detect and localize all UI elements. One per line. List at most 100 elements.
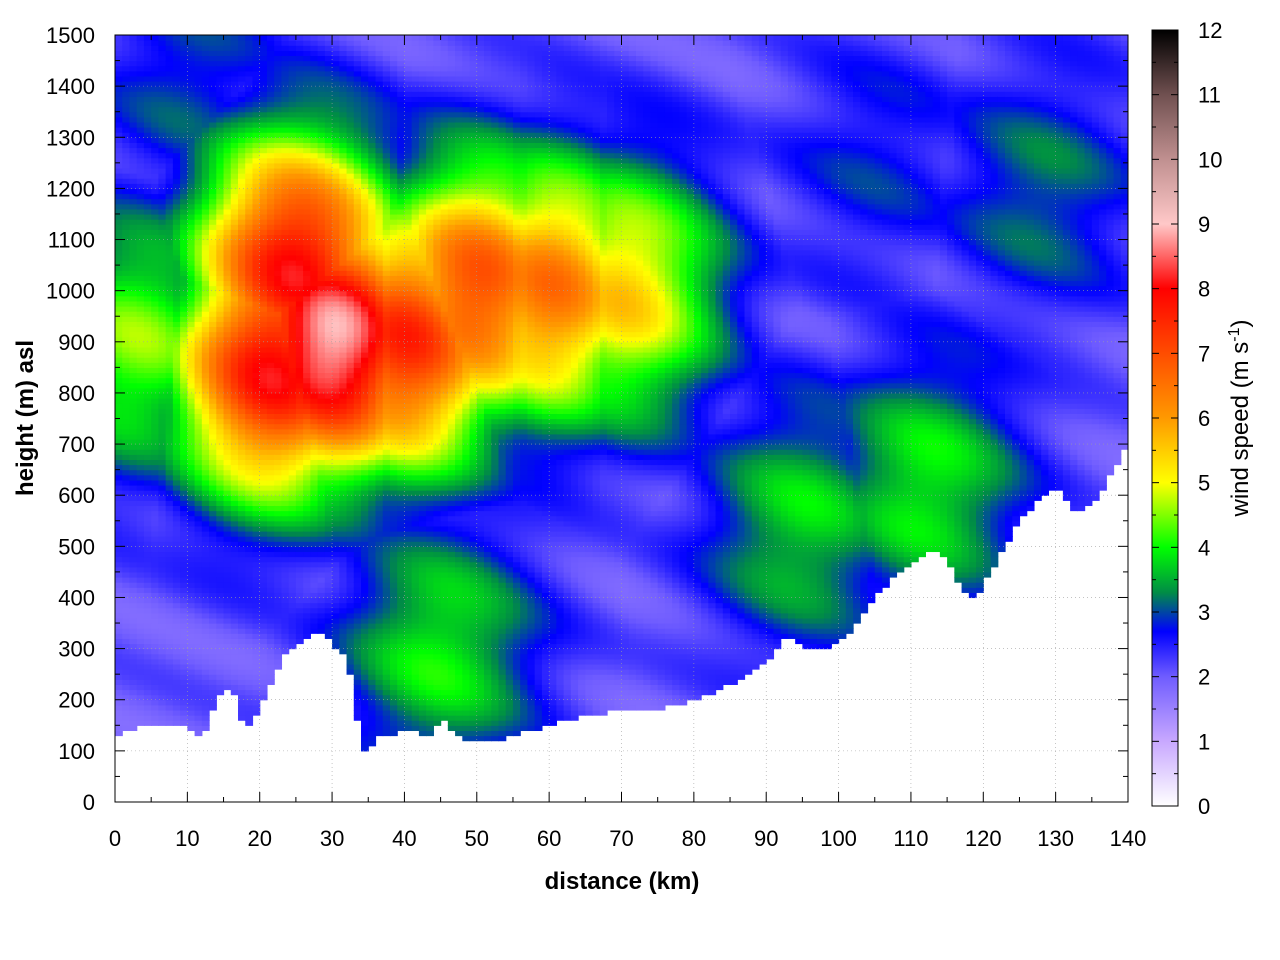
heatmap-cell	[361, 336, 369, 343]
heatmap-cell	[209, 75, 217, 82]
heatmap-cell	[230, 300, 239, 307]
heatmap-cell	[346, 244, 355, 251]
heatmap-cell	[172, 213, 181, 220]
heatmap-cell	[151, 178, 160, 184]
heatmap-cell	[165, 40, 174, 46]
heatmap-cell	[230, 346, 239, 353]
heatmap-cell	[266, 638, 275, 645]
heatmap-cell	[317, 265, 326, 271]
heatmap-cell	[252, 454, 261, 460]
heatmap-cell	[375, 331, 384, 338]
heatmap-cell	[245, 275, 254, 282]
heatmap-cell	[310, 515, 319, 522]
heatmap-cell	[368, 106, 377, 113]
heatmap-cell	[143, 454, 152, 460]
heatmap-cell	[238, 648, 246, 655]
heatmap-cell	[165, 213, 174, 220]
heatmap-cell	[382, 75, 391, 82]
heatmap-cell	[375, 694, 384, 701]
heatmap-cell	[266, 45, 275, 51]
heatmap-cell	[151, 249, 160, 256]
heatmap-cell	[158, 454, 167, 460]
heatmap-cell	[295, 234, 304, 241]
heatmap-cell	[382, 121, 391, 128]
heatmap-cell	[281, 515, 290, 522]
heatmap-cell	[180, 249, 188, 256]
heatmap-cell	[332, 571, 340, 578]
heatmap-cell	[187, 173, 196, 179]
heatmap-cell	[332, 249, 340, 256]
heatmap-cell	[238, 643, 246, 650]
heatmap-cell	[122, 101, 131, 108]
heatmap-cell	[346, 81, 355, 87]
heatmap-cell	[324, 582, 333, 588]
heatmap-cell	[165, 387, 174, 394]
heatmap-cell	[216, 147, 225, 154]
heatmap-cell	[151, 377, 160, 384]
heatmap-cell	[238, 367, 246, 374]
heatmap-cell	[346, 597, 355, 604]
heatmap-cell	[259, 694, 268, 701]
heatmap-cell	[288, 280, 297, 287]
heatmap-cell	[332, 479, 340, 486]
heatmap-cell	[375, 336, 384, 343]
heatmap-cell	[266, 643, 275, 650]
heatmap-cell	[158, 505, 167, 512]
heatmap-cell	[361, 715, 369, 721]
heatmap-cell	[361, 178, 369, 184]
heatmap-cell	[310, 244, 319, 251]
heatmap-cell	[209, 106, 217, 113]
heatmap-cell	[375, 725, 384, 732]
heatmap-cell	[324, 341, 333, 348]
heatmap-cell	[317, 55, 326, 62]
heatmap-cell	[310, 326, 319, 333]
heatmap-cell	[172, 551, 181, 558]
heatmap-cell	[252, 137, 261, 143]
heatmap-cell	[288, 510, 297, 517]
heatmap-cell	[136, 234, 145, 241]
heatmap-cell	[274, 132, 283, 138]
heatmap-cell	[295, 382, 304, 389]
heatmap-cell	[223, 658, 232, 665]
heatmap-cell	[115, 566, 123, 573]
heatmap-cell	[368, 382, 377, 389]
heatmap-cell	[310, 75, 319, 82]
heatmap-cell	[375, 617, 384, 624]
heatmap-cell	[274, 444, 283, 450]
heatmap-cell	[274, 116, 283, 123]
heatmap-cell	[324, 408, 333, 414]
heatmap-cell	[165, 121, 174, 128]
heatmap-cell	[375, 295, 384, 302]
heatmap-cell	[223, 464, 232, 471]
heatmap-cell	[353, 658, 362, 665]
heatmap-cell	[158, 408, 167, 414]
heatmap-cell	[180, 709, 188, 716]
heatmap-cell	[353, 474, 362, 481]
heatmap-cell	[180, 234, 188, 241]
heatmap-cell	[201, 239, 210, 246]
heatmap-cell	[295, 285, 304, 292]
heatmap-cell	[317, 60, 326, 67]
heatmap-cell	[361, 65, 369, 72]
heatmap-cell	[382, 510, 391, 517]
heatmap-cell	[375, 490, 384, 496]
heatmap-cell	[274, 167, 283, 174]
heatmap-cell	[187, 684, 196, 691]
heatmap-cell	[216, 234, 225, 241]
heatmap-cell	[194, 45, 203, 51]
heatmap-cell	[187, 382, 196, 389]
heatmap-cell	[151, 679, 160, 685]
heatmap-cell	[201, 295, 210, 302]
heatmap-cell	[281, 127, 290, 133]
heatmap-cell	[361, 290, 369, 297]
heatmap-cell	[238, 684, 246, 691]
heatmap-cell	[368, 352, 377, 358]
heatmap-cell	[332, 270, 340, 276]
heatmap-cell	[303, 188, 311, 195]
heatmap-cell	[324, 116, 333, 123]
heatmap-cell	[136, 495, 145, 501]
heatmap-cell	[252, 449, 261, 455]
heatmap-cell	[115, 725, 123, 732]
heatmap-cell	[201, 173, 210, 179]
heatmap-cell	[332, 377, 340, 384]
